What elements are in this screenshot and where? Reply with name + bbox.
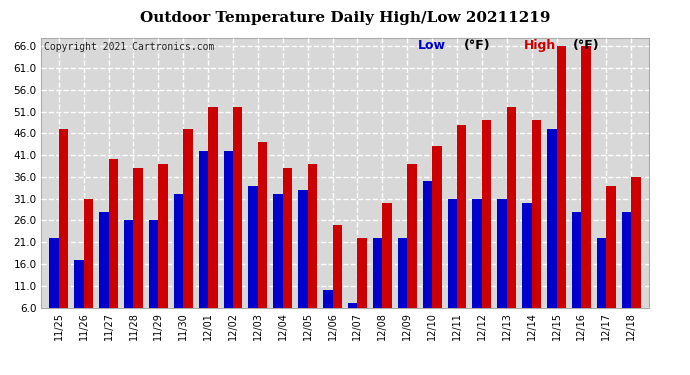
Bar — [99, 212, 108, 334]
Bar — [397, 238, 407, 334]
Bar — [357, 238, 367, 334]
Bar — [547, 129, 557, 334]
Bar — [557, 46, 566, 334]
Bar — [83, 199, 93, 334]
Bar — [607, 186, 615, 334]
Bar — [448, 199, 457, 334]
Text: (°F): (°F) — [573, 39, 600, 52]
Bar — [323, 290, 333, 334]
Bar — [308, 164, 317, 334]
Bar — [407, 164, 417, 334]
Bar — [224, 151, 233, 334]
Bar — [572, 212, 582, 334]
Text: Low: Low — [418, 39, 446, 52]
Bar — [482, 120, 491, 334]
Bar — [124, 220, 133, 334]
Bar — [174, 194, 184, 334]
Bar — [432, 146, 442, 334]
Bar — [184, 129, 193, 334]
Bar — [373, 238, 382, 334]
Bar — [382, 203, 392, 334]
Bar — [423, 181, 432, 334]
Bar — [531, 120, 541, 334]
Bar — [348, 303, 357, 334]
Bar — [108, 159, 118, 334]
Text: Outdoor Temperature Daily High/Low 20211219: Outdoor Temperature Daily High/Low 20211… — [140, 11, 550, 25]
Bar — [522, 203, 531, 334]
Bar — [199, 151, 208, 334]
Bar — [283, 168, 293, 334]
Bar — [50, 238, 59, 334]
Text: Copyright 2021 Cartronics.com: Copyright 2021 Cartronics.com — [44, 42, 215, 51]
Bar — [497, 199, 506, 334]
Bar — [582, 46, 591, 334]
Bar — [473, 199, 482, 334]
Bar — [248, 186, 258, 334]
Bar — [457, 124, 466, 334]
Bar — [273, 194, 283, 334]
Bar — [149, 220, 159, 334]
Text: High: High — [524, 39, 556, 52]
Text: (°F): (°F) — [464, 39, 490, 52]
Bar — [233, 107, 242, 334]
Bar — [258, 142, 267, 334]
Bar — [597, 238, 607, 334]
Bar — [75, 260, 83, 334]
Bar — [159, 164, 168, 334]
Bar — [298, 190, 308, 334]
Bar — [59, 129, 68, 334]
Bar — [506, 107, 516, 334]
Bar — [133, 168, 143, 334]
Bar — [631, 177, 640, 334]
Bar — [622, 212, 631, 334]
Bar — [208, 107, 217, 334]
Bar — [333, 225, 342, 334]
